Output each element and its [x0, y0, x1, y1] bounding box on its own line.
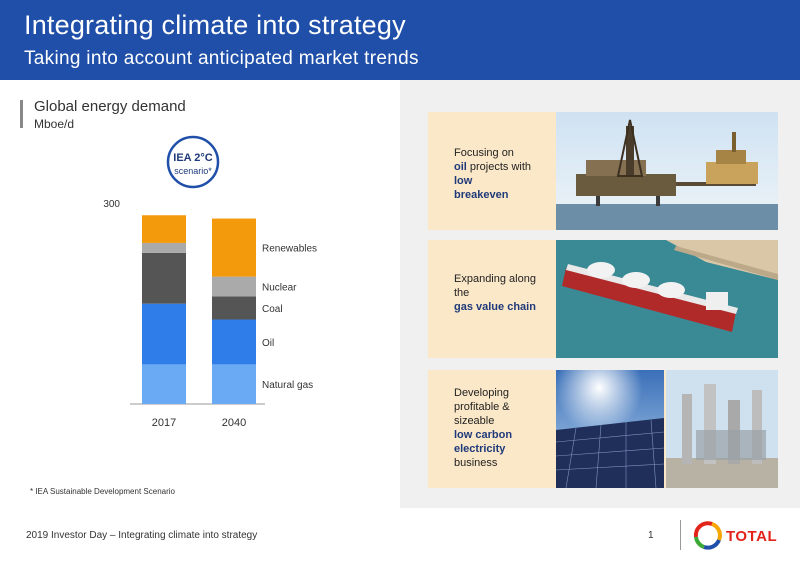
card-lowcarbon-text: Developing profitable & sizeable low car…: [454, 386, 550, 470]
legend-natural-gas: Natural gas: [262, 380, 313, 391]
bar-2017-nuclear: [142, 242, 186, 253]
chart-unit: Mboe/d: [34, 117, 75, 131]
footer: [0, 508, 800, 565]
x-label-2040: 2040: [222, 417, 246, 429]
card-lowcarbon-pre: Developing profitable & sizeable: [454, 387, 510, 427]
solar-and-power-plant-image: [556, 370, 778, 488]
card-oil-text: Focusing on oil projects with low breake…: [454, 146, 550, 202]
bar-2040-oil: [212, 319, 256, 365]
chart-title: Global energy demand: [34, 98, 186, 115]
page-subtitle: Taking into account anticipated market t…: [24, 48, 419, 69]
badge-line2: scenario*: [174, 166, 212, 176]
footer-text: 2019 Investor Day – Integrating climate …: [26, 530, 258, 541]
legend-nuclear: Nuclear: [262, 283, 297, 294]
lng-tanker-image: [556, 240, 778, 358]
card-low-carbon: Developing profitable & sizeable low car…: [428, 370, 778, 488]
bar-2017-oil: [142, 303, 186, 365]
bar-2040-renewables: [212, 218, 256, 277]
card-gas-chain: Expanding along the gas value chain: [428, 240, 778, 358]
bar-2040-nuclear: [212, 276, 256, 297]
card-oil-mid: projects with: [469, 161, 532, 173]
bar-2017-renewables: [142, 215, 186, 243]
bar-2017-coal: [142, 252, 186, 304]
energy-demand-chart: IEA 2°C scenario* 300 Natural gas Oil Coal…: [103, 135, 317, 429]
page-number: 1: [648, 530, 654, 541]
header-banner: Integrating climate into strategy Taking…: [0, 0, 800, 80]
total-logo: [693, 521, 722, 550]
page-title: Integrating climate into strategy: [24, 10, 406, 40]
card-oil-bold3: breakeven: [454, 189, 509, 201]
lng-tanker-photo: [556, 240, 778, 358]
card-lowcarbon-bold: low carbon electricity: [454, 429, 513, 455]
legend-coal: Coal: [262, 304, 283, 315]
card-gas-pre: Expanding along the: [454, 273, 536, 299]
bar-2040-coal: [212, 296, 256, 320]
bar-2040-natural-gas: [212, 364, 256, 404]
total-logo-mark: [693, 521, 722, 550]
card-gas-text: Expanding along the gas value chain: [454, 272, 550, 314]
legend-oil: Oil: [262, 338, 274, 349]
card-oil-bold: oil: [454, 161, 467, 173]
bar-2017-natural-gas: [142, 364, 186, 404]
footnote: * IEA Sustainable Development Scenario: [30, 487, 175, 496]
x-label-2017: 2017: [152, 417, 176, 429]
scenario-badge: [166, 135, 220, 189]
card-oil-projects: Focusing on oil projects with low breake…: [428, 112, 778, 230]
card-oil-pre: Focusing on: [454, 147, 514, 159]
badge-line1: IEA 2°C: [173, 152, 213, 164]
y-tick-300: 300: [103, 199, 120, 210]
card-oil-bold2: low: [454, 175, 473, 187]
footer-divider: [680, 520, 681, 550]
title-accent-bar: [20, 100, 23, 128]
card-gas-bold: gas value chain: [454, 301, 536, 313]
legend-renewables: Renewables: [262, 244, 317, 255]
oil-platform-image: [556, 112, 778, 230]
solar-power-photo: [556, 370, 778, 488]
oil-platform-photo: [556, 112, 778, 230]
card-lowcarbon-post: business: [454, 457, 498, 469]
total-logo-text: TOTAL: [726, 528, 778, 545]
